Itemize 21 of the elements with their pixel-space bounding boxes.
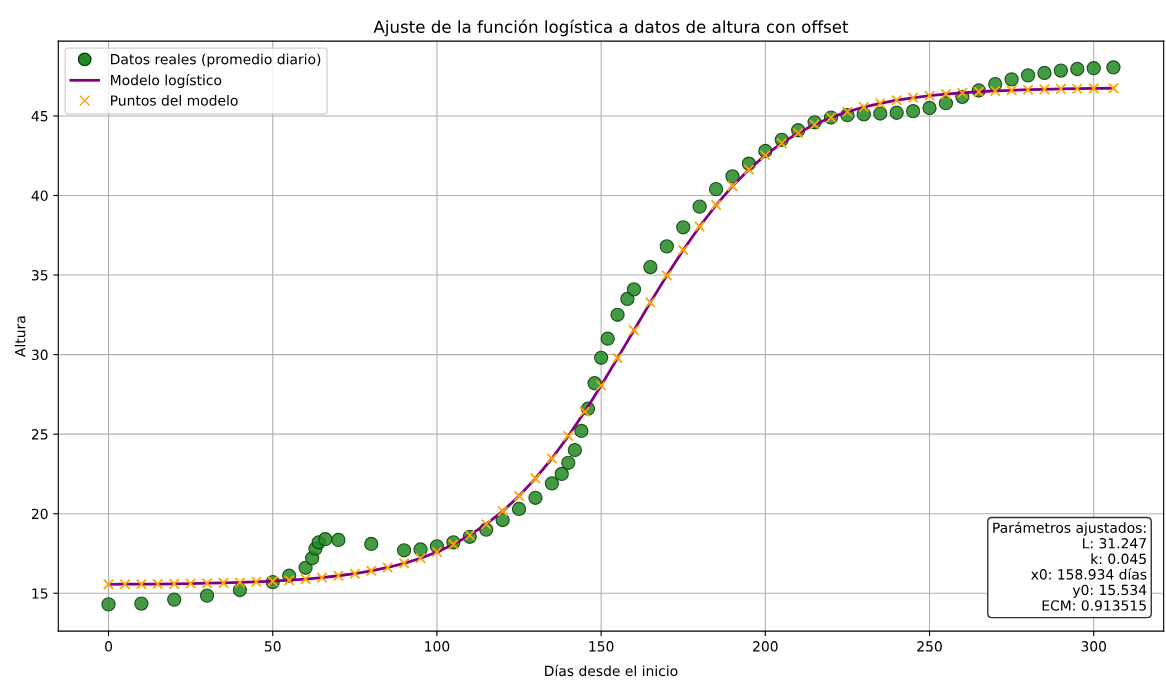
x-tick-label: 250 (917, 641, 942, 652)
x-tick-label: 200 (753, 641, 778, 652)
y-axis-title: Altura (14, 316, 26, 357)
x-axis-title: Días desde el inicio (545, 664, 678, 677)
legend-label: Modelo logístico (111, 74, 222, 89)
y-tick-label: 45 (31, 111, 48, 122)
y-tick-label: 40 (31, 190, 48, 201)
annotation: Parámetros ajustados: L: 31.247 k: 0.045 x0: 158.934 días y0: 15.534 ECM: 0.913515 (993, 521, 1147, 611)
legend-label: Datos reales (promedio diario) (111, 53, 321, 68)
y-tick-label: 35 (31, 270, 48, 281)
y-tick-label: 20 (31, 508, 48, 520)
x-tick-label: 50 (264, 641, 281, 652)
y-tick-label: 25 (31, 429, 48, 440)
legend-label: Puntos del modelo (111, 94, 238, 106)
x-tick-label: 150 (589, 641, 614, 652)
x-tick-label: 300 (1081, 641, 1107, 652)
y-tick-label: 30 (31, 349, 48, 361)
x-tick-label: 100 (425, 641, 450, 652)
x-tick-label: 0 (105, 641, 113, 652)
chart-title: Ajuste de la función logística a datos de altura con offset (373, 19, 849, 37)
y-tick-label: 15 (32, 588, 48, 599)
